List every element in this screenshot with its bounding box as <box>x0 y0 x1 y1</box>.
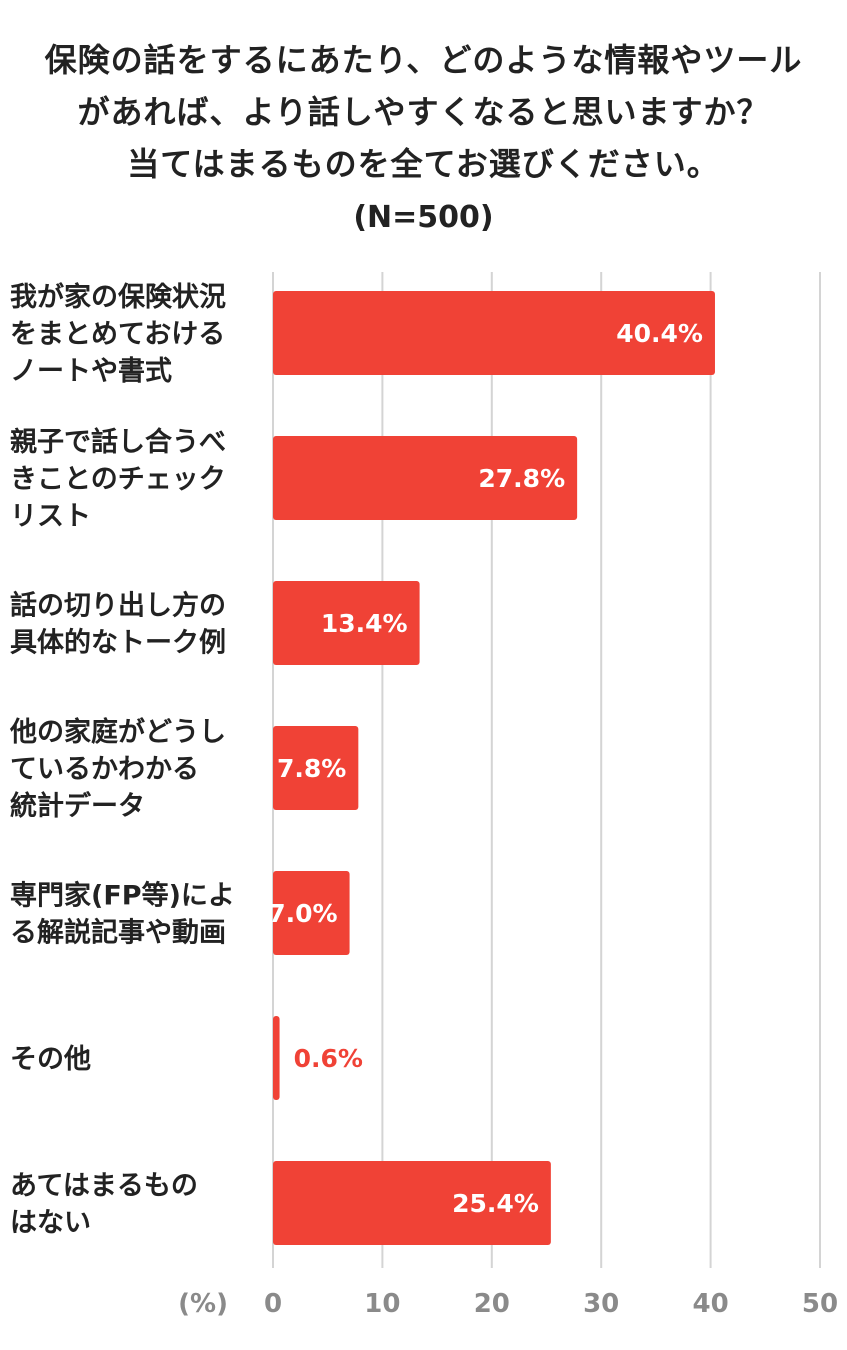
value-label-1: 40.4% <box>616 319 703 348</box>
category-label-6: その他 <box>10 1044 91 1075</box>
chart-title-line-2: があれば、より話しやすくなると思いますか？ <box>77 93 770 131</box>
tick-label-0: 0 <box>264 1289 282 1319</box>
category-label-4: 他の家庭がどうしているかわかる統計データ <box>9 716 226 822</box>
category-label-7: あてはまるものはない <box>10 1171 198 1239</box>
category-label-7-line-1: あてはまるもの <box>10 1171 198 1202</box>
tick-label-10: 10 <box>364 1289 400 1319</box>
category-label-1: 我が家の保険状況をまとめておけるノートや書式 <box>10 281 226 387</box>
bar-3 <box>273 581 420 665</box>
bar-2 <box>273 436 578 520</box>
chart-title-line-3: 当てはまるものを全てお選びください。 <box>127 145 720 183</box>
bar-1 <box>273 291 715 375</box>
category-label-4-line-3: 統計データ <box>10 790 145 822</box>
category-label-7-line-2: はない <box>10 1208 91 1239</box>
value-label-2: 27.8% <box>478 464 565 493</box>
category-label-1-line-1: 我が家の保険状況 <box>10 281 226 313</box>
value-label-6: 0.6% <box>294 1044 363 1073</box>
category-label-5-line-1: 専門家(FP等)によ <box>10 880 235 912</box>
x-axis-ticks: 0 10 20 30 40 50 (%) <box>178 1289 838 1319</box>
value-label-7: 25.4% <box>452 1189 539 1218</box>
value-label-3: 13.4% <box>321 609 408 638</box>
bar-7 <box>273 1161 551 1245</box>
bar-5 <box>273 871 350 955</box>
sample-size: (N=500) <box>353 200 494 235</box>
category-label-3-line-1: 話の切り出し方の <box>10 590 226 622</box>
category-label-2: 親子で話し合うべきことのチェックリスト <box>10 426 226 532</box>
category-label-4-line-2: ているかわかる <box>10 754 199 785</box>
category-label-5-line-2: る解説記事や動画 <box>10 917 226 949</box>
category-label-4-line-1: 他の家庭がどうし <box>9 716 226 748</box>
category-label-3: 話の切り出し方の具体的なトーク例 <box>10 590 226 659</box>
category-label-1-line-3: ノートや書式 <box>10 356 172 387</box>
x-axis-unit-label: (%) <box>178 1289 228 1319</box>
category-label-2-line-3: リスト <box>10 501 91 532</box>
bar-6 <box>273 1016 280 1100</box>
tick-label-40: 40 <box>693 1289 729 1319</box>
value-label-5: 7.0% <box>268 899 337 928</box>
value-label-4: 7.8% <box>277 754 346 783</box>
category-label-2-line-1: 親子で話し合うべ <box>10 426 226 458</box>
category-label-6-line-1: その他 <box>10 1044 91 1075</box>
category-label-3-line-2: 具体的なトーク例 <box>10 627 226 659</box>
category-labels: 我が家の保険状況をまとめておけるノートや書式親子で話し合うべきことのチェックリス… <box>9 281 235 1239</box>
category-label-1-line-2: をまとめておける <box>10 319 225 350</box>
bars: 40.4% 27.8% 13.4% 7.8% 7.0% 0.6% 25.4% <box>268 291 715 1245</box>
tick-label-30: 30 <box>583 1289 619 1319</box>
category-label-5: 専門家(FP等)による解説記事や動画 <box>10 880 235 949</box>
tick-label-20: 20 <box>474 1289 510 1319</box>
category-label-2-line-2: きことのチェック <box>10 464 226 495</box>
bar-4 <box>273 726 359 810</box>
chart-title-line-1: 保険の話をするにあたり、どのような情報やツール <box>44 41 803 79</box>
tick-label-50: 50 <box>802 1289 838 1319</box>
chart-title: 保険の話をするにあたり、どのような情報やツール があれば、より話しやすくなると思… <box>0 34 847 190</box>
